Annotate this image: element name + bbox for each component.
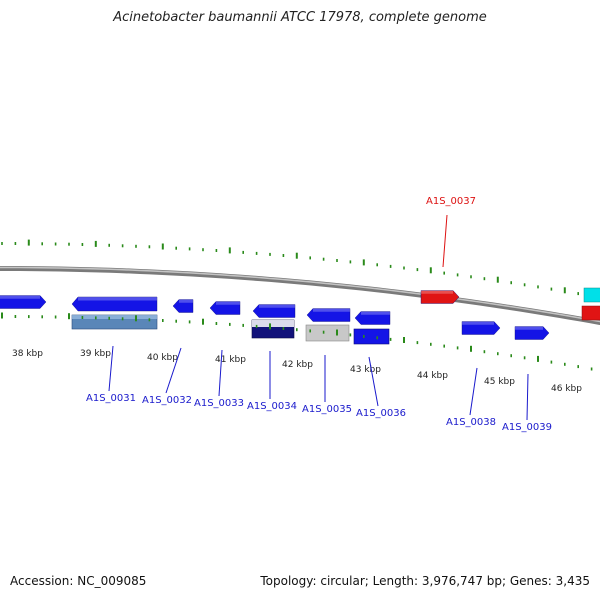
gene-leader-line <box>469 367 478 416</box>
gene-arrow-a1s-0035-shine <box>313 308 350 312</box>
cds-block-a1s-0036 <box>353 328 390 345</box>
gene-leader-line <box>108 345 114 392</box>
gene-label: A1S_0038 <box>446 417 496 428</box>
gene-label: A1S_0037 <box>426 196 476 207</box>
gene-label: A1S_0031 <box>86 393 136 404</box>
gene-leader-line <box>218 349 223 397</box>
gene-arrow-a1s-0032 <box>172 299 194 313</box>
gene-leader-line <box>442 214 448 268</box>
pseudo-block-a1s-0035 <box>305 324 350 342</box>
gene-arrow-a1s-0034 <box>252 304 296 318</box>
gene-label: A1S_0035 <box>302 404 352 415</box>
gene-labels: A1S_0031 A1S_0032 A1S_0033 A1S_0034 A1S_0035… <box>86 196 552 433</box>
ruler-label: 38 kbp <box>12 349 43 359</box>
gene-label: A1S_0033 <box>194 398 244 409</box>
genome-backbone <box>0 265 600 326</box>
cds-block-a1s-0034-shine <box>252 320 294 327</box>
gene-arrow-a1s-0035 <box>306 308 351 322</box>
backbone-highlight <box>0 266 600 323</box>
gene-arrow-a1s-0030 <box>0 295 47 309</box>
genome-summary: Topology: circular; Length: 3,976,747 bp… <box>260 574 590 588</box>
backbone-line <box>0 265 600 326</box>
misc-feature-edge <box>583 287 600 303</box>
ruler-labels: 38 kbp 39 kbp 40 kbp 41 kbp 42 kbp 43 kbp 44 k… <box>12 349 582 394</box>
inner-tick-track <box>1 312 593 371</box>
gene-arrow-a1s-0030-shine <box>0 295 40 299</box>
gene-arrow-a1s-0038 <box>461 321 501 335</box>
gene-arrow-a1s-0032-shine <box>179 299 193 303</box>
cds-block-a1s-0031-shine <box>72 315 157 319</box>
gene-leader-line <box>526 373 529 421</box>
gene-label: A1S_0039 <box>502 422 552 433</box>
gene-label: A1S_0034 <box>247 401 297 412</box>
ruler-label: 43 kbp <box>350 365 381 375</box>
outer-tick-track <box>1 239 593 298</box>
gene-arrow-a1s-0033-shine <box>216 301 240 305</box>
rna-arrow-a1s-0037-shine <box>421 290 453 294</box>
ruler-label: 39 kbp <box>80 349 111 359</box>
rna-arrow-a1s-0037 <box>420 290 460 304</box>
gene-arrow-a1s-0039 <box>514 326 550 340</box>
map-title: Acinetobacter baumannii ATCC 17978, comp… <box>113 10 487 25</box>
ruler-label: 46 kbp <box>551 384 582 394</box>
ruler-label: 42 kbp <box>282 360 313 370</box>
gene-label: A1S_0032 <box>142 395 192 406</box>
rna-feature-edge <box>581 305 600 321</box>
accession-label: Accession: NC_009085 <box>10 574 147 588</box>
ruler-label: 45 kbp <box>484 377 515 387</box>
gene-arrow-a1s-0039-shine <box>515 326 543 330</box>
gene-arrow-a1s-0033 <box>209 301 241 315</box>
ruler-label: 40 kbp <box>147 353 178 363</box>
gene-arrow-a1s-0038-shine <box>462 321 494 325</box>
gene-arrow-a1s-0031-shine <box>78 297 157 301</box>
gene-arrow-a1s-0034-shine <box>259 304 295 308</box>
gene-arrow-a1s-0036-shine <box>361 311 390 315</box>
feature-track <box>0 287 600 345</box>
ruler-label: 41 kbp <box>215 355 246 365</box>
gene-arrow-a1s-0036 <box>354 311 391 325</box>
gene-leader-line <box>165 347 182 394</box>
ruler-label: 44 kbp <box>417 371 448 381</box>
gene-arrow-a1s-0031 <box>71 296 158 312</box>
gene-leader-line <box>368 356 379 407</box>
gene-label: A1S_0036 <box>356 408 406 419</box>
